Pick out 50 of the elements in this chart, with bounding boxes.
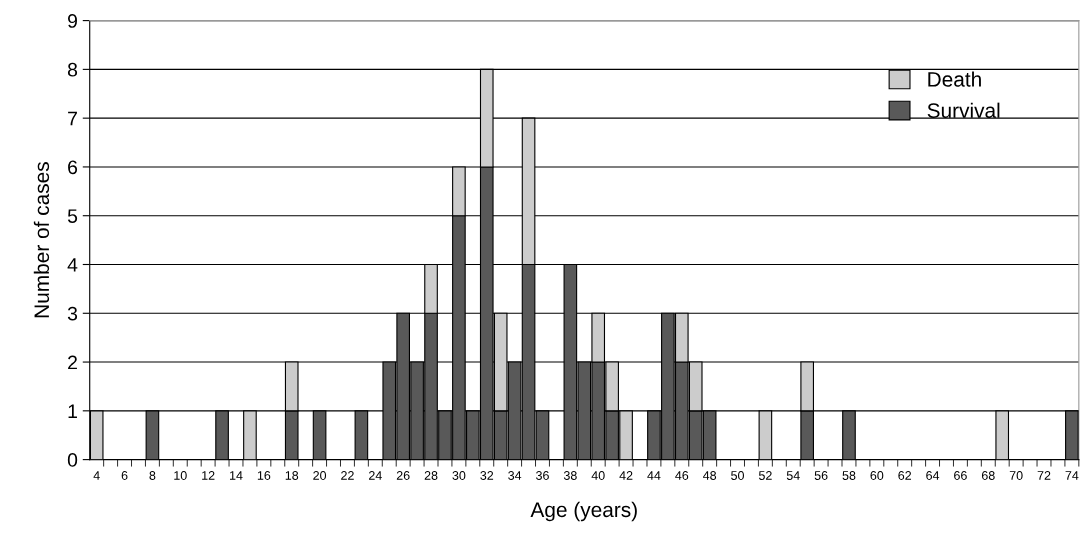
x-tick-label: 46 bbox=[675, 471, 689, 480]
x-tick-label: 26 bbox=[396, 471, 410, 480]
x-tick-label: 42 bbox=[619, 471, 633, 480]
y-tick-label: 2 bbox=[68, 355, 77, 370]
x-tick-label: 60 bbox=[870, 471, 884, 480]
y-tick-label: 7 bbox=[68, 111, 77, 126]
legend-label: Death bbox=[928, 71, 981, 87]
x-tick-label: 34 bbox=[508, 471, 522, 480]
x-tick-label: 36 bbox=[536, 471, 549, 480]
y-tick-label: 1 bbox=[68, 404, 77, 418]
x-tick-label: 70 bbox=[1009, 471, 1023, 480]
x-tick-label: 64 bbox=[926, 471, 940, 480]
x-tick-label: 52 bbox=[758, 471, 772, 480]
y-axis-title: Number of cases bbox=[33, 162, 50, 318]
x-tick-label: 8 bbox=[149, 471, 156, 480]
x-tick-label: 50 bbox=[731, 471, 744, 480]
x-axis-title: Age (years) bbox=[530, 501, 637, 522]
x-tick-label: 16 bbox=[257, 471, 271, 480]
x-tick-label: 32 bbox=[480, 471, 494, 480]
x-tick-label: 58 bbox=[842, 471, 856, 480]
x-tick-label: 24 bbox=[368, 471, 382, 480]
y-tick-label: 4 bbox=[67, 258, 78, 272]
x-tick-label: 68 bbox=[981, 471, 995, 480]
x-tick-label: 6 bbox=[121, 471, 128, 480]
x-tick-label: 44 bbox=[647, 471, 661, 480]
x-tick-label: 56 bbox=[814, 471, 828, 480]
x-tick-label: 28 bbox=[424, 471, 438, 480]
x-tick-label: 14 bbox=[230, 471, 243, 480]
x-tick-label: 38 bbox=[563, 471, 577, 480]
x-tick-label: 72 bbox=[1037, 471, 1051, 480]
x-tick-label: 74 bbox=[1065, 471, 1079, 480]
x-tick-label: 54 bbox=[786, 471, 800, 480]
y-tick-label: 9 bbox=[68, 14, 77, 28]
x-tick-label: 30 bbox=[452, 471, 466, 480]
y-tick-label: 5 bbox=[67, 209, 78, 223]
y-tick-label: 0 bbox=[67, 453, 78, 467]
x-tick-label: 66 bbox=[954, 471, 967, 480]
legend-label: Survival bbox=[927, 102, 1000, 118]
x-tick-label: 48 bbox=[703, 471, 717, 480]
x-tick-label: 22 bbox=[341, 471, 354, 480]
y-tick-label: 6 bbox=[68, 160, 78, 175]
x-tick-label: 4 bbox=[93, 471, 100, 480]
x-tick-label: 20 bbox=[313, 471, 327, 480]
x-tick-label: 18 bbox=[285, 471, 299, 480]
x-tick-label: 12 bbox=[202, 471, 215, 480]
y-tick-label: 8 bbox=[67, 62, 78, 77]
x-tick-label: 62 bbox=[898, 471, 912, 480]
x-tick-label: 40 bbox=[591, 471, 605, 480]
x-tick-label: 10 bbox=[174, 471, 187, 480]
y-tick-label: 3 bbox=[67, 306, 78, 321]
